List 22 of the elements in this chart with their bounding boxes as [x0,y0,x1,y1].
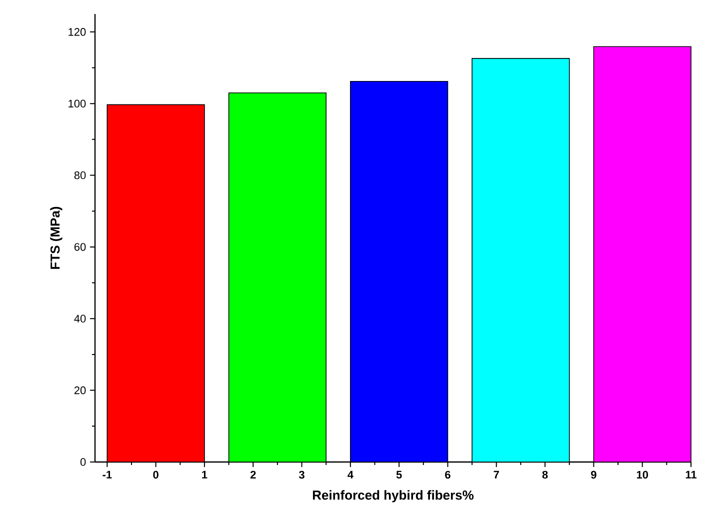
x-tick-label: 4 [348,470,354,478]
y-tick-label: 0 [80,458,86,466]
x-axis-title: Reinforced hybird fibers% [312,490,474,502]
x-tick-label: 9 [591,470,596,479]
x-tick-label: 0 [153,470,158,479]
x-tick-label: 8 [542,470,548,479]
x-tick-label: 7 [494,470,499,478]
y-tick-label: 80 [74,171,86,180]
y-axis-title: FTS (MPa) [50,206,62,269]
y-tick-label: 100 [68,100,86,108]
y-tick-label: 120 [68,28,86,36]
x-tick-label: 1 [202,470,208,478]
x-tick-label: 3 [298,470,304,479]
x-tick-label: 10 [636,470,648,479]
x-tick-label: -1 [102,470,112,478]
y-tick-label: 20 [74,386,86,394]
x-tick-label: 5 [396,470,402,479]
y-tick-label: 60 [74,243,86,251]
y-tick-label: 40 [74,314,86,323]
x-tick-label: 6 [445,470,450,479]
x-tick-label: 11 [686,470,696,478]
x-tick-label: 2 [250,470,256,479]
